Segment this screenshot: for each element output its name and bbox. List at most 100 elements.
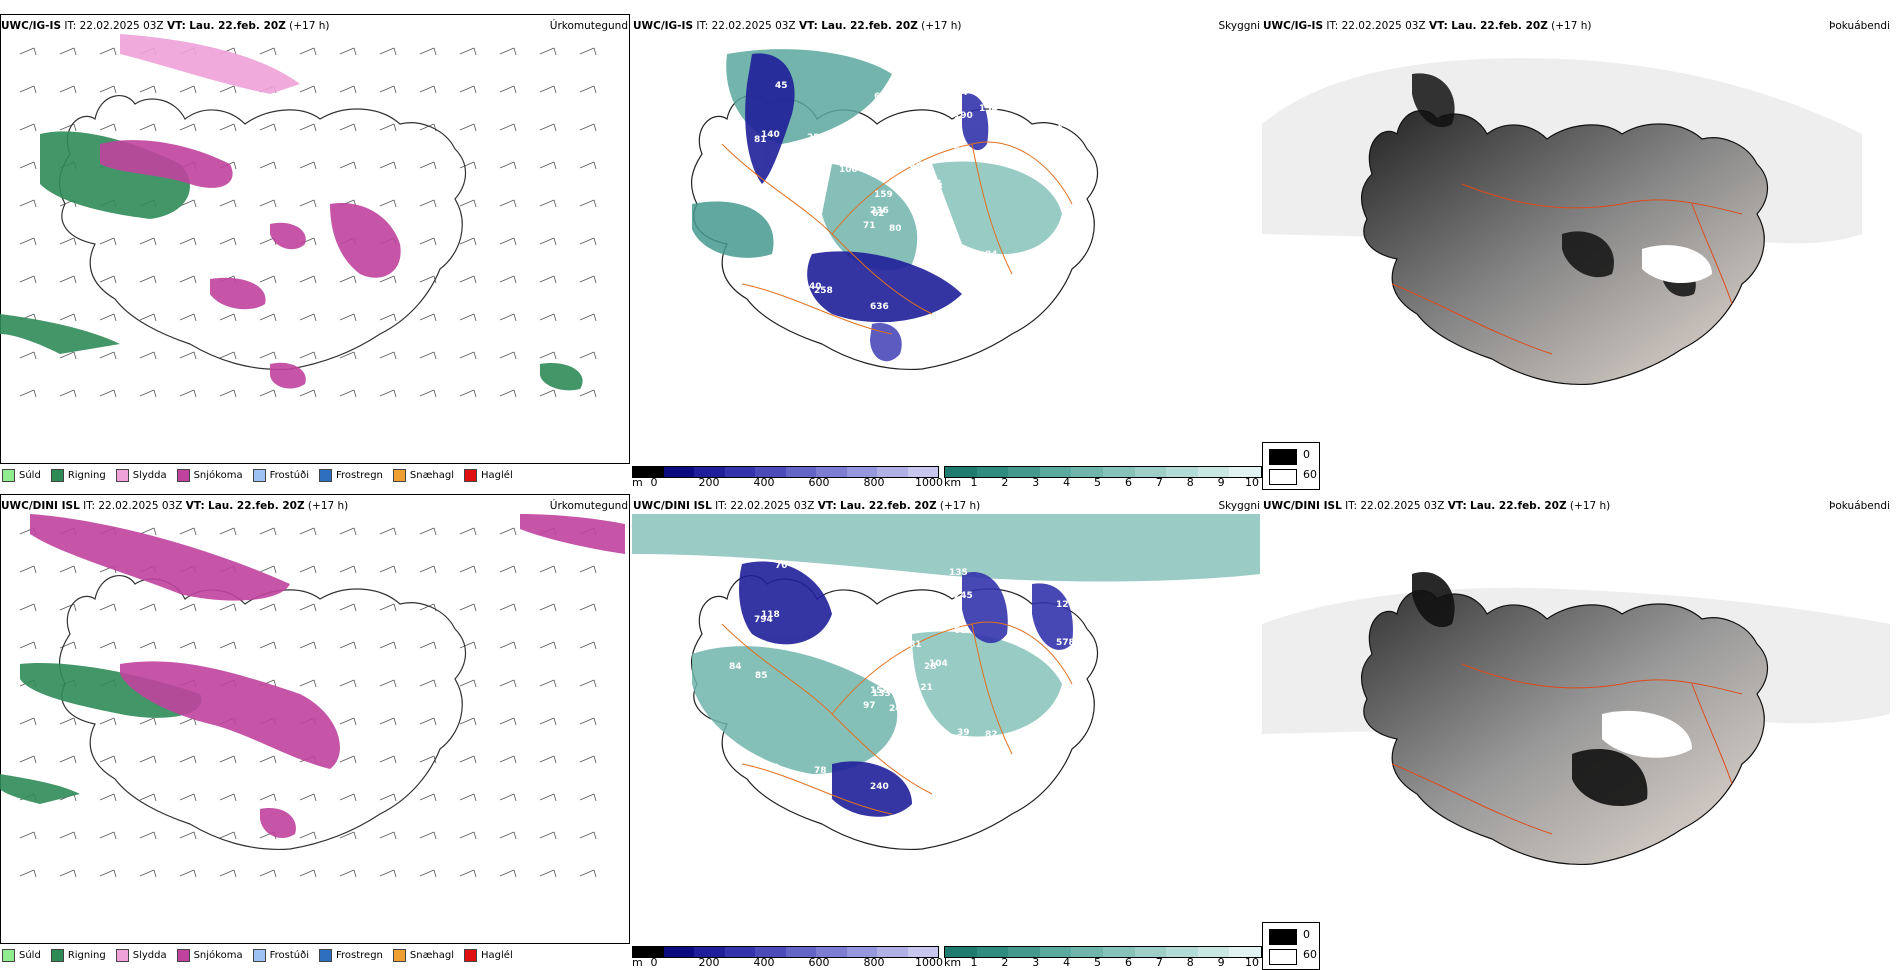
- wind-barb-flag: [593, 641, 597, 650]
- wind-barb-flag: [473, 717, 477, 726]
- wind-barb-flag: [193, 199, 197, 208]
- colorbar-tick: 1: [970, 956, 978, 969]
- legend-label: Snjókoma: [193, 950, 243, 961]
- wind-barb-flag: [113, 123, 117, 132]
- wind-barb: [499, 527, 515, 535]
- wind-barb: [499, 123, 515, 131]
- wind-barb-flag: [553, 47, 557, 56]
- wind-barb: [219, 313, 235, 321]
- legend-swatch: [252, 949, 266, 962]
- wind-barb-flag: [513, 603, 517, 612]
- wind-barb-flag: [193, 313, 197, 322]
- wind-barb: [499, 793, 515, 801]
- wind-barb-flag: [313, 869, 317, 878]
- it-value: 22.02.2025 03Z: [79, 20, 164, 32]
- panel-type-label: Úrkomutegund: [549, 500, 628, 512]
- cloudbase-value-label: 70: [775, 561, 788, 571]
- wind-barb: [259, 313, 275, 321]
- wind-barb-flag: [393, 831, 397, 840]
- wind-barb-flag: [513, 85, 517, 94]
- wind-barb: [219, 123, 235, 131]
- wind-barb: [539, 831, 555, 839]
- wind-barb: [59, 755, 75, 763]
- wind-barb-flag: [73, 755, 77, 764]
- wind-barb: [339, 869, 355, 877]
- lead-time: (+17 h): [939, 500, 981, 512]
- fog-swatch-0: [1269, 929, 1297, 945]
- legend-label: Snæhagl: [409, 470, 455, 481]
- wind-barb-flag: [393, 755, 397, 764]
- wind-barb-flag: [113, 869, 117, 878]
- cloudbase-value-label: 298: [755, 191, 774, 201]
- wind-barb: [19, 161, 35, 169]
- wind-barb: [499, 313, 515, 321]
- wind-barb-flag: [353, 869, 357, 878]
- wind-barb: [419, 869, 435, 877]
- wind-barb-flag: [153, 237, 157, 246]
- wind-barb-flag: [33, 389, 37, 398]
- cloudbase-value-label: 84: [729, 662, 742, 672]
- wind-barb: [379, 755, 395, 763]
- wind-barb: [219, 389, 235, 397]
- cloudbase-value-label: 90: [773, 823, 786, 833]
- legend-item: Rigning: [50, 469, 106, 482]
- wind-barb: [259, 869, 275, 877]
- wind-barb-flag: [113, 603, 117, 612]
- wind-barb: [379, 869, 395, 877]
- wind-barb: [179, 793, 195, 801]
- wind-barb-flag: [473, 869, 477, 878]
- wind-barbs: [19, 47, 597, 398]
- wind-barb: [339, 389, 355, 397]
- wind-barb-flag: [553, 237, 557, 246]
- wind-barb-flag: [513, 237, 517, 246]
- wind-barb: [379, 717, 395, 725]
- cloudbase-value-label: 52: [1050, 819, 1063, 829]
- wind-barb: [419, 199, 435, 207]
- wind-barb: [219, 237, 235, 245]
- wind-barb: [299, 389, 315, 397]
- wind-barb: [459, 603, 475, 611]
- wind-barb-flag: [113, 47, 117, 56]
- cloudbase-value-label: 135: [949, 568, 968, 578]
- visibility-colorbar: km 1 2 3 4 5 6 7 8 9 10: [944, 466, 1262, 490]
- wind-barb: [259, 793, 275, 801]
- cloudbase-value-label: 105: [1056, 120, 1075, 130]
- wind-barb-flag: [153, 793, 157, 802]
- wind-barb-flag: [353, 793, 357, 802]
- legend-swatch: [115, 469, 129, 482]
- wind-barb: [179, 351, 195, 359]
- fog-legend: 0 60: [1262, 442, 1320, 490]
- wind-barb-flag: [593, 869, 597, 878]
- colorbar-tick: 0: [650, 956, 658, 969]
- cloudbase-value-label: 118: [761, 610, 780, 620]
- wind-barb: [579, 161, 595, 169]
- legend-label: Frostúði: [269, 470, 309, 481]
- wind-barb-flag: [153, 603, 157, 612]
- wind-barb-flag: [313, 85, 317, 94]
- wind-barb-flag: [73, 313, 77, 322]
- wind-barb-flag: [353, 313, 357, 322]
- colorbar-cell: [663, 947, 694, 957]
- wind-barb-flag: [433, 717, 437, 726]
- wind-barb: [339, 793, 355, 801]
- wind-barb: [99, 717, 115, 725]
- cloudbase-value-label: 98: [909, 160, 922, 170]
- wind-barb: [299, 123, 315, 131]
- wind-barb: [19, 237, 35, 245]
- wind-barb: [259, 275, 275, 283]
- wind-barb-flag: [233, 123, 237, 132]
- wind-barb-flag: [593, 717, 597, 726]
- wind-barb-flag: [113, 641, 117, 650]
- wind-barb-flag: [593, 351, 597, 360]
- legend-item: Frostregn: [319, 469, 383, 482]
- wind-barb-flag: [113, 717, 117, 726]
- wind-barb-flag: [313, 831, 317, 840]
- wind-barb: [579, 565, 595, 573]
- colorbar-tick: 1: [970, 476, 978, 489]
- wind-barb-flag: [273, 351, 277, 360]
- wind-barb: [299, 565, 315, 573]
- wind-barb-flag: [473, 123, 477, 132]
- wind-barb: [379, 831, 395, 839]
- wind-barb-flag: [393, 47, 397, 56]
- wind-barb-flag: [233, 755, 237, 764]
